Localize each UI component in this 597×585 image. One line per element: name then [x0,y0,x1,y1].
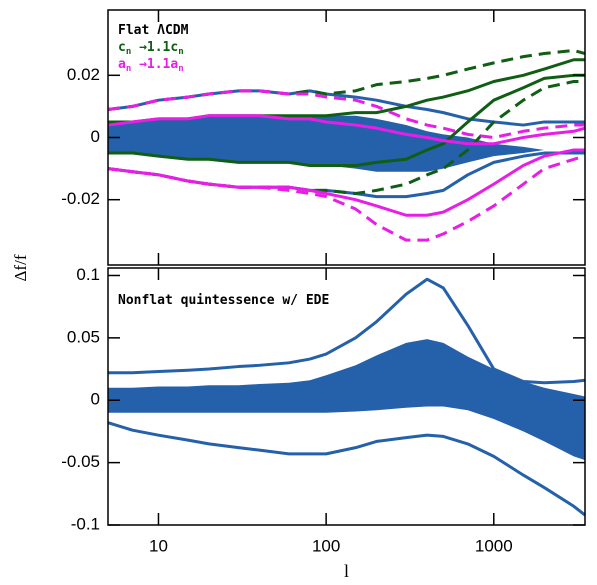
line [107,421,586,517]
y-axis-label: Δf/f [11,254,30,281]
y-tick-label: -0.1 [71,514,100,533]
x-tick-label: 100 [312,536,340,555]
annotation-text: Nonflat quintessence w/ EDE [118,293,329,308]
line [107,80,585,195]
y-tick-label: -0.02 [61,189,100,208]
band [108,115,585,172]
annotation-text: Flat ΛCDM [118,23,189,38]
annotation-subscript: n [126,64,131,74]
annotation: cn →1.1cn [118,40,184,57]
x-axis-label: l [344,561,349,581]
annotation-text: c [118,40,126,55]
annotation-text: →1.1c [131,40,178,55]
annotation-subscript: n [178,47,183,57]
annotation: an →1.1an [118,57,184,74]
line [107,114,586,146]
y-tick-label: 0.02 [67,65,100,84]
line [107,154,586,242]
y-tick-label: 0.05 [67,327,100,346]
y-tick-label: 0.1 [76,265,100,284]
line [107,48,586,112]
line [108,73,585,167]
line [107,89,585,139]
band [108,339,585,461]
line [107,148,585,217]
x-tick-label: 10 [149,536,168,555]
annotation: Flat ΛCDM [118,23,189,38]
annotation-subscript: n [178,64,183,74]
x-tick-label: 1000 [475,536,513,555]
annotation-text: →1.1a [131,57,178,72]
line [107,89,585,127]
y-tick-label: -0.05 [61,452,100,471]
line [108,277,586,385]
y-tick-label: 0 [91,127,100,146]
annotation: Nonflat quintessence w/ EDE [118,293,329,308]
plot-frame [107,267,586,526]
annotation-text: a [118,57,126,72]
annotation-subscript: n [126,47,131,57]
y-tick-label: 0 [91,390,100,409]
